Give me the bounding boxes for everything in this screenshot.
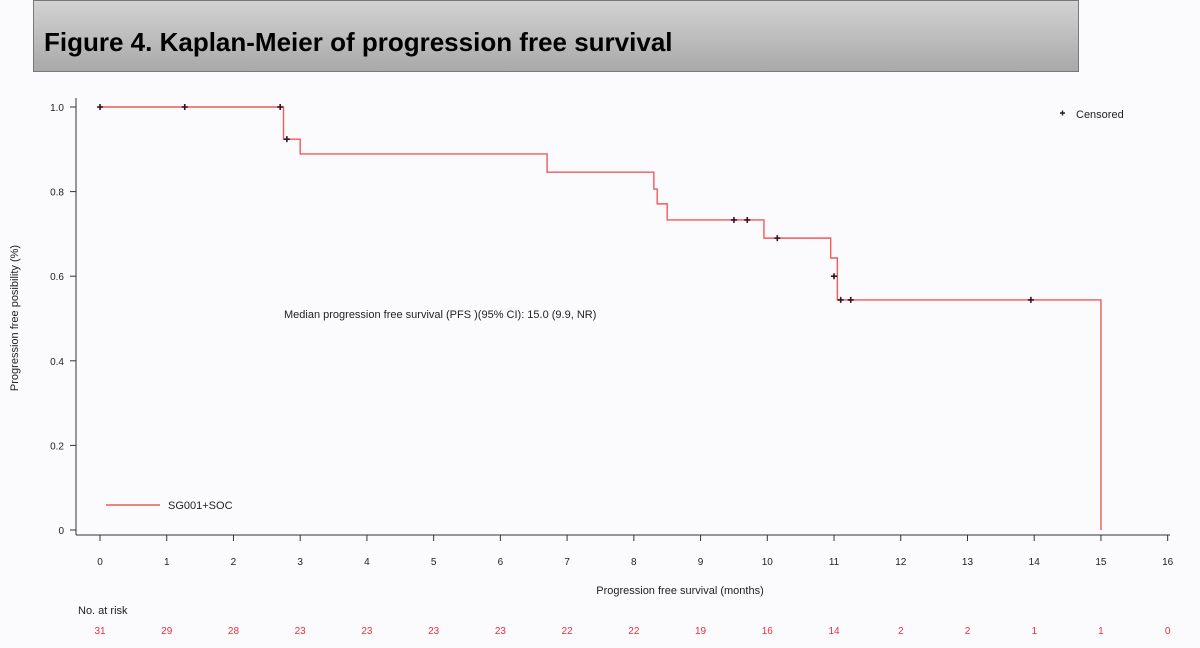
risk-count: 29 [161, 626, 173, 637]
x-tick-label: 3 [297, 557, 303, 568]
y-tick-label: 0.2 [50, 441, 64, 452]
y-tick-label: 0 [58, 526, 64, 537]
censor-mark [283, 136, 290, 143]
x-tick-label: 13 [962, 557, 974, 568]
x-tick-label: 14 [1029, 557, 1041, 568]
risk-count: 0 [1165, 626, 1171, 637]
x-tick-label: 12 [895, 557, 907, 568]
x-tick-label: 9 [698, 557, 704, 568]
censor-mark [831, 273, 838, 280]
x-tick-label: 7 [564, 557, 570, 568]
y-tick-label: 0.6 [50, 272, 64, 283]
x-tick-label: 4 [364, 557, 370, 568]
censor-mark [847, 296, 854, 303]
censor-mark [1027, 296, 1034, 303]
survival-curve [100, 106, 1102, 530]
risk-count: 28 [228, 626, 240, 637]
y-tick-label: 0.4 [50, 357, 64, 368]
x-tick-label: 15 [1095, 557, 1107, 568]
x-tick-label: 1 [164, 557, 170, 568]
censor-mark [181, 104, 188, 110]
x-tick-label: 8 [631, 557, 637, 568]
y-tick-label: 0.8 [50, 188, 64, 199]
censored-legend-label: Censored [1076, 109, 1124, 121]
risk-count: 22 [628, 626, 640, 637]
risk-count: 19 [695, 626, 707, 637]
x-tick-label: 16 [1162, 557, 1174, 568]
y-tick-label: 1.0 [50, 103, 64, 114]
censor-mark [837, 296, 844, 303]
x-tick-label: 10 [762, 557, 774, 568]
risk-count: 14 [828, 626, 840, 637]
risk-count: 1 [1031, 626, 1037, 637]
censor-mark [277, 104, 284, 110]
risk-count: 2 [898, 626, 904, 637]
median-annotation: Median progression free survival (PFS )(… [284, 309, 596, 321]
risk-count: 22 [562, 626, 574, 637]
title-bar: Figure 4. Kaplan-Meier of progression fr… [33, 0, 1079, 72]
risk-table-label: No. at risk [78, 605, 128, 617]
censor-mark [774, 235, 781, 242]
risk-count: 23 [495, 626, 507, 637]
censor-mark [744, 216, 751, 223]
censor-mark [730, 216, 737, 223]
x-axis-label: Progression free survival (months) [596, 585, 764, 597]
censor-mark [97, 104, 103, 110]
risk-count: 1 [1098, 626, 1104, 637]
censored-legend-mark [1060, 110, 1065, 116]
figure-title: Figure 4. Kaplan-Meier of progression fr… [44, 27, 673, 57]
x-tick-label: 5 [431, 557, 437, 568]
x-tick-label: 0 [97, 557, 103, 568]
x-tick-label: 11 [829, 557, 840, 568]
risk-count: 23 [428, 626, 440, 637]
legend-series-label: SG001+SOC [168, 500, 233, 512]
risk-count: 31 [94, 626, 106, 637]
y-axis-label: Progression free posibility (%) [9, 245, 21, 391]
x-tick-label: 6 [498, 557, 504, 568]
risk-count: 2 [965, 626, 971, 637]
risk-count: 16 [762, 626, 774, 637]
x-tick-label: 2 [231, 557, 237, 568]
risk-count: 23 [295, 626, 307, 637]
risk-count: 23 [361, 626, 373, 637]
